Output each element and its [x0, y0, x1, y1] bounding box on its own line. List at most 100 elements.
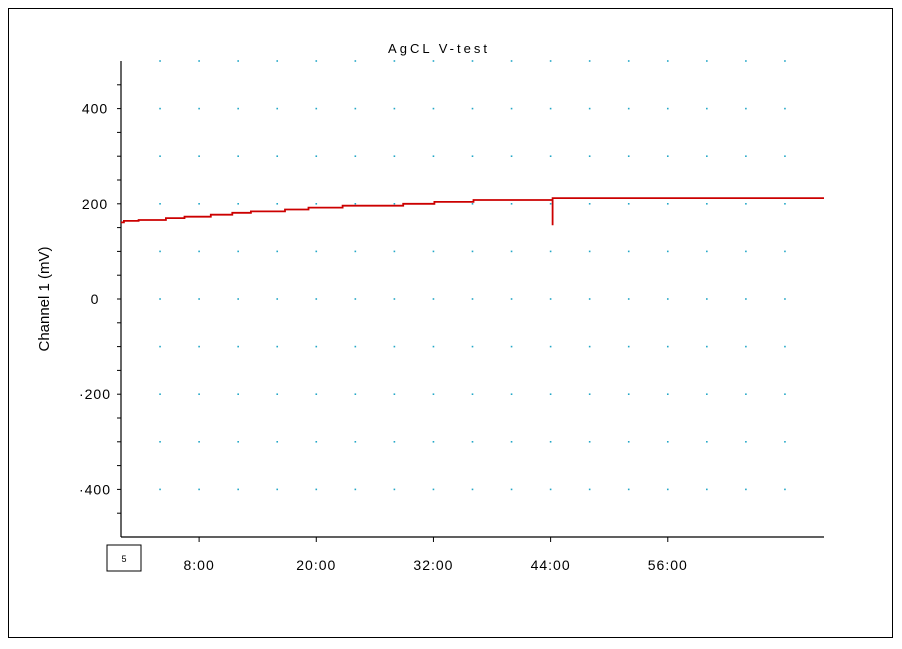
grid-dot [784, 250, 786, 253]
grid-dot [393, 393, 396, 395]
start-marker-box [106, 544, 142, 572]
grid-dot [432, 155, 435, 157]
grid-dot [393, 107, 396, 110]
grid-dot [627, 298, 630, 300]
grid-dot [627, 441, 630, 443]
grid-dot [159, 441, 161, 443]
grid-dot [159, 488, 161, 491]
grid-dot [745, 488, 747, 491]
grid-dot [432, 298, 435, 300]
grid-dot [315, 393, 318, 395]
grid-dot [745, 393, 747, 395]
x-tick-label: 32:00 [413, 557, 453, 573]
grid-dot [549, 298, 552, 300]
grid-dot [510, 250, 513, 253]
chart-title: AgCL V-test [388, 41, 490, 56]
grid-dot [549, 155, 552, 157]
grid-dot [198, 155, 200, 157]
grid-dot [784, 488, 786, 491]
grid-dot [471, 155, 474, 157]
grid-dot [198, 203, 200, 205]
grid-layer [159, 60, 786, 491]
grid-dot [315, 107, 318, 110]
grid-dot [510, 203, 513, 205]
grid-dot [471, 250, 474, 253]
grid-dot [510, 441, 513, 443]
grid-dot [159, 345, 161, 348]
grid-dot [588, 203, 591, 205]
grid-dot [159, 203, 161, 205]
grid-dot [432, 441, 435, 443]
grid-dot [666, 441, 669, 443]
grid-dot [666, 60, 669, 62]
grid-dot [510, 60, 513, 62]
grid-dot [471, 107, 474, 110]
grid-dot [198, 107, 200, 110]
grid-dot [276, 155, 279, 157]
grid-dot [315, 60, 318, 62]
grid-dot [354, 441, 357, 443]
grid-dot [237, 107, 239, 110]
grid-dot [276, 250, 279, 253]
grid-dot [745, 60, 747, 62]
grid-dot [315, 298, 318, 300]
grid-dot [276, 393, 279, 395]
grid-dot [159, 155, 161, 157]
grid-dot [393, 488, 396, 491]
x-tick-label: 56:00 [648, 557, 688, 573]
grid-dot [198, 250, 200, 253]
series-layer [121, 197, 824, 226]
grid-dot [315, 203, 318, 205]
grid-dot [745, 441, 747, 443]
grid-dot [159, 107, 161, 110]
grid-dot [237, 250, 239, 253]
grid-dot [784, 203, 786, 205]
grid-dot [354, 107, 357, 110]
grid-dot [393, 298, 396, 300]
grid-dot [198, 298, 200, 300]
grid-dot [588, 60, 591, 62]
grid-dot [784, 393, 786, 395]
grid-dot [666, 250, 669, 253]
grid-dot [588, 107, 591, 110]
grid-dot [588, 345, 591, 348]
grid-dot [393, 250, 396, 253]
grid-dot [706, 488, 708, 491]
grid-dot [354, 203, 357, 205]
grid-dot [549, 345, 552, 348]
grid-dot [666, 155, 669, 157]
grid-dot [706, 250, 708, 253]
grid-dot [198, 488, 200, 491]
grid-dot [549, 393, 552, 395]
grid-dot [315, 441, 318, 443]
grid-dot [471, 345, 474, 348]
x-tick-label: 20:00 [296, 557, 336, 573]
grid-dot [510, 345, 513, 348]
grid-dot [510, 298, 513, 300]
y-tick-label: 0 [91, 291, 100, 307]
grid-dot [706, 393, 708, 395]
grid-dot [745, 203, 747, 205]
grid-dot [471, 488, 474, 491]
grid-dot [666, 393, 669, 395]
grid-dot [588, 250, 591, 253]
ticks-layer: 400 200 0 ·200 ·400 8:00 20:00 32:00 44:00 56:00 [79, 84, 688, 573]
grid-dot [237, 393, 239, 395]
grid-dot [276, 488, 279, 491]
grid-dot [745, 155, 747, 157]
grid-dot [354, 488, 357, 491]
grid-dot [627, 393, 630, 395]
grid-dot [393, 345, 396, 348]
grid-dot [549, 203, 552, 205]
grid-dot [432, 250, 435, 253]
grid-dot [315, 345, 318, 348]
grid-dot [276, 298, 279, 300]
grid-dot [706, 298, 708, 300]
grid-dot [666, 298, 669, 300]
grid-dot [784, 155, 786, 157]
grid-dot [745, 107, 747, 110]
grid-dot [276, 441, 279, 443]
grid-dot [354, 298, 357, 300]
grid-dot [627, 155, 630, 157]
